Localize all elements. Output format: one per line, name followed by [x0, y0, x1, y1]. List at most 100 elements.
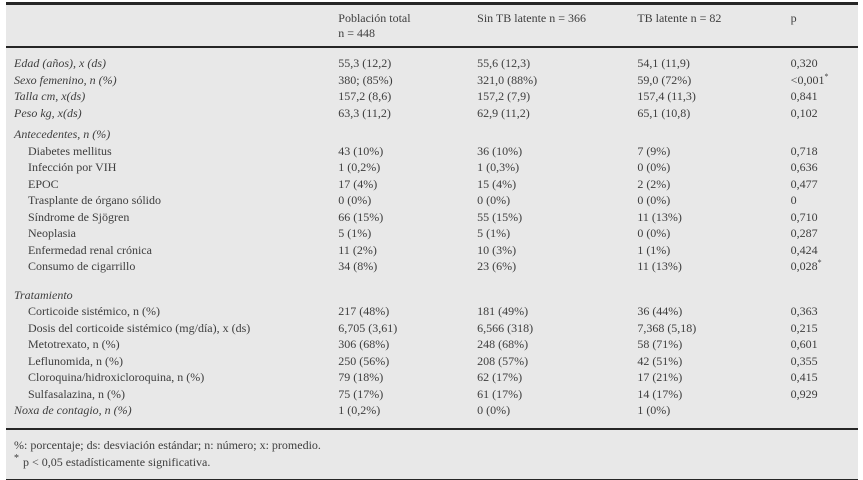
row-label: Dosis del corticoide sistémico (mg/día),…	[28, 320, 251, 335]
value-poblacion-total: 43 (10%)	[338, 143, 384, 158]
value-p	[791, 126, 858, 143]
value-tb-latente	[637, 287, 790, 304]
value-tb-latente: 7 (9%)	[637, 143, 671, 158]
table-row: Infección por VIH 1 (0,2%) 1 (0,3%) 0 (0…	[6, 159, 858, 176]
value-p: 0,477	[790, 176, 818, 191]
value-sin-tb-latente: 55,6 (12,3)	[477, 56, 531, 70]
value-poblacion-total: 1 (0,2%)	[338, 403, 381, 417]
value-sin-tb-latente: 55 (15%)	[477, 209, 523, 224]
table-row: Sulfasalazina, n (%) 75 (17%) 61 (17%) 1…	[6, 386, 858, 403]
table-row: Corticoide sistémico, n (%) 217 (48%) 18…	[6, 303, 858, 320]
row-label: Edad (años), x (ds)	[14, 56, 106, 70]
value-p: 0,929	[790, 386, 818, 401]
table-row: Síndrome de Sjögren 66 (15%) 55 (15%) 11…	[6, 209, 858, 226]
value-sin-tb-latente	[477, 287, 637, 304]
table-row: Trasplante de órgano sólido 0 (0%) 0 (0%…	[6, 192, 858, 209]
table-row: Neoplasia 5 (1%) 5 (1%) 0 (0%) 0,287	[6, 225, 858, 242]
row-label: Enfermedad renal crónica	[28, 242, 152, 257]
value-tb-latente: 1 (1%)	[637, 242, 671, 257]
value-p: <0,001*	[790, 71, 829, 87]
table-row: Talla cm, x(ds) 157,2 (8,6) 157,2 (7,9) …	[6, 88, 858, 105]
value-poblacion-total: 380; (85%)	[338, 72, 393, 87]
value-p: 0,841	[790, 89, 818, 103]
row-label: Consumo de cigarrillo	[28, 259, 136, 273]
value-tb-latente: 65,1 (10,8)	[637, 105, 691, 120]
value-tb-latente: 1 (0%)	[637, 403, 671, 417]
table-row: Peso kg, x(ds) 63,3 (11,2) 62,9 (11,2) 6…	[6, 105, 858, 122]
table-row: Consumo de cigarrillo 34 (8%) 23 (6%) 11…	[6, 258, 858, 275]
row-label: Peso kg, x(ds)	[14, 105, 82, 120]
row-label: Talla cm, x(ds)	[14, 89, 86, 103]
value-tb-latente: 157,4 (11,3)	[637, 89, 696, 103]
value-p: 0,636	[790, 160, 818, 174]
value-p: 0,363	[790, 304, 818, 318]
value-sin-tb-latente: 1 (0,3%)	[477, 160, 520, 174]
value-sin-tb-latente: 157,2 (7,9)	[477, 89, 531, 103]
value-sin-tb-latente: 15 (4%)	[477, 176, 517, 191]
value-p: 0,424	[790, 242, 818, 257]
value-poblacion-total: 17 (4%)	[338, 176, 378, 191]
table-row: Tratamiento	[6, 287, 858, 304]
value-tb-latente: 54,1 (11,9)	[637, 56, 690, 70]
value-tb-latente: 17 (21%)	[637, 370, 683, 384]
row-label: EPOC	[28, 176, 59, 191]
row-label: Sulfasalazina, n (%)	[28, 386, 125, 401]
value-tb-latente: 11 (13%)	[637, 209, 682, 224]
value-poblacion-total: 63,3 (11,2)	[338, 105, 391, 120]
table-row: EPOC 17 (4%) 15 (4%) 2 (2%) 0,477	[6, 176, 858, 193]
value-tb-latente: 7,368 (5,18)	[637, 320, 697, 335]
value-poblacion-total: 11 (2%)	[338, 242, 377, 257]
value-poblacion-total: 6,705 (3,61)	[338, 320, 398, 335]
header-poblacion-total: Población total n = 448	[338, 11, 477, 41]
value-tb-latente: 59,0 (72%)	[637, 72, 692, 87]
table-row: Antecedentes, n (%)	[6, 126, 858, 143]
value-tb-latente: 0 (0%)	[637, 226, 671, 240]
value-p: 0	[790, 193, 797, 207]
value-p: 0,718	[790, 143, 818, 158]
value-sin-tb-latente: 248 (68%)	[477, 337, 529, 351]
row-label: Tratamiento	[14, 287, 73, 302]
row-label: Trasplante de órgano sólido	[28, 193, 161, 207]
table-row: Sexo femenino, n (%) 380; (85%) 321,0 (8…	[6, 72, 858, 89]
value-poblacion-total: 1 (0,2%)	[338, 160, 381, 174]
value-tb-latente: 58 (71%)	[637, 337, 683, 351]
value-p: 0,102	[790, 105, 818, 120]
value-tb-latente: 2 (2%)	[637, 176, 671, 191]
value-poblacion-total: 55,3 (12,2)	[338, 56, 392, 70]
value-poblacion-total: 0 (0%)	[338, 193, 372, 207]
value-p: 0,415	[790, 370, 818, 384]
table-row: Edad (años), x (ds) 55,3 (12,2) 55,6 (12…	[6, 55, 858, 72]
table-row: Leflunomida, n (%) 250 (56%) 208 (57%) 4…	[6, 353, 858, 370]
row-label: Corticoide sistémico, n (%)	[28, 304, 160, 318]
value-poblacion-total: 217 (48%)	[338, 304, 390, 318]
value-sin-tb-latente: 181 (49%)	[477, 304, 529, 318]
value-sin-tb-latente: 0 (0%)	[477, 193, 511, 207]
value-sin-tb-latente: 208 (57%)	[477, 353, 529, 368]
value-tb-latente: 0 (0%)	[637, 160, 671, 174]
table-row: Metotrexato, n (%) 306 (68%) 248 (68%) 5…	[6, 336, 858, 353]
table-row: Diabetes mellitus 43 (10%) 36 (10%) 7 (9…	[6, 143, 858, 160]
value-sin-tb-latente	[477, 126, 637, 143]
value-p: 0,287	[790, 226, 818, 240]
row-label: Neoplasia	[28, 226, 76, 240]
value-sin-tb-latente: 0 (0%)	[477, 403, 511, 417]
value-tb-latente	[637, 126, 790, 143]
header-tb-latente: TB latente n = 82	[637, 11, 722, 25]
value-sin-tb-latente: 5 (1%)	[477, 226, 511, 240]
row-label: Diabetes mellitus	[28, 143, 112, 158]
value-p	[791, 287, 858, 304]
value-p: 0,320	[790, 56, 818, 70]
value-tb-latente: 11 (13%)	[637, 259, 682, 273]
value-poblacion-total: 306 (68%)	[338, 337, 390, 351]
value-p: 0,601	[790, 337, 818, 351]
value-poblacion-total: 66 (15%)	[338, 209, 384, 224]
table-footnotes: %: porcentaje; ds: desviación estándar; …	[6, 427, 858, 479]
value-p: 0,710	[790, 209, 818, 224]
table-row: Dosis del corticoide sistémico (mg/día),…	[6, 320, 858, 337]
table-body: Edad (años), x (ds) 55,3 (12,2) 55,6 (12…	[6, 48, 858, 428]
value-poblacion-total: 34 (8%)	[338, 259, 378, 273]
value-poblacion-total: 75 (17%)	[338, 386, 384, 401]
value-sin-tb-latente: 23 (6%)	[477, 259, 517, 273]
significance-star: *	[817, 258, 822, 267]
table-row: Noxa de contagio, n (%) 1 (0,2%) 0 (0%) …	[6, 402, 858, 419]
